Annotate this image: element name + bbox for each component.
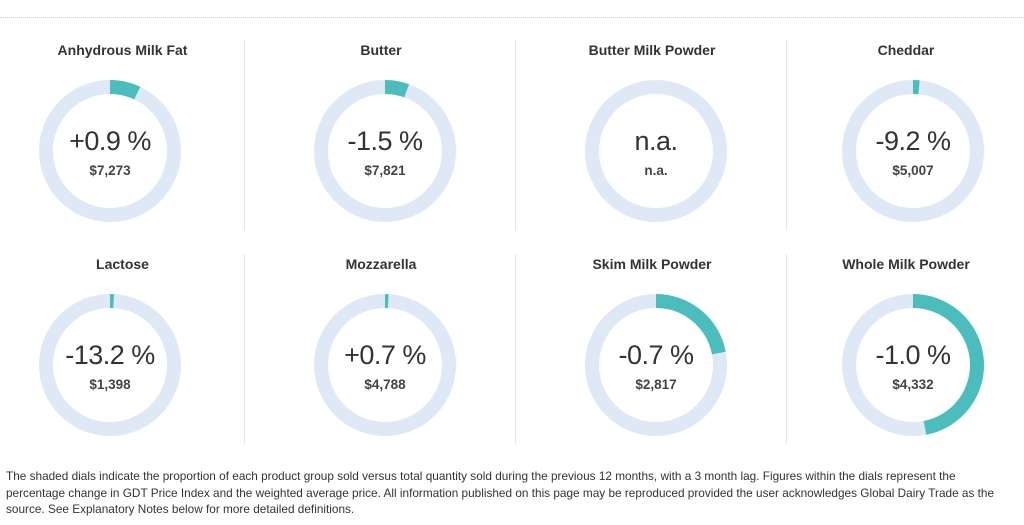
product-card[interactable]: Cheddar -9.2 % $5,007	[788, 30, 1024, 240]
average-price: $4,332	[892, 377, 934, 392]
dial-ring	[39, 293, 181, 436]
dial-share-arc	[655, 294, 726, 355]
dial-share-arc	[384, 80, 410, 98]
average-price: $5,007	[892, 163, 934, 178]
share-dial: -0.7 % $2,817	[581, 290, 731, 440]
column-divider	[244, 254, 245, 444]
share-dial: -13.2 % $1,398	[35, 290, 185, 440]
product-name: Cheddar	[877, 42, 935, 58]
dial-ring	[314, 293, 456, 436]
dials-row-1: Anhydrous Milk Fat +0.9 % $7,273 Butter …	[0, 30, 1024, 240]
product-name: Lactose	[96, 256, 149, 272]
product-name: Anhydrous Milk Fat	[57, 42, 188, 58]
average-price: n.a.	[644, 163, 668, 178]
share-dial: +0.7 % $4,788	[310, 290, 460, 440]
product-name: Butter	[360, 42, 402, 58]
product-card[interactable]: Lactose -13.2 % $1,398	[0, 244, 245, 454]
price-change: -13.2 %	[65, 340, 155, 370]
column-divider	[786, 40, 787, 230]
column-divider	[786, 254, 787, 444]
dial-ring	[585, 294, 727, 436]
average-price: $7,273	[89, 163, 131, 178]
dial-ring	[585, 80, 727, 222]
share-dial: -1.5 % $7,821	[310, 76, 460, 226]
product-card[interactable]: Anhydrous Milk Fat +0.9 % $7,273	[0, 30, 245, 240]
column-divider	[515, 254, 516, 444]
average-price: $2,817	[635, 377, 677, 392]
share-dial: -9.2 % $5,007	[838, 76, 988, 226]
average-price: $7,821	[364, 163, 406, 178]
price-change: -9.2 %	[875, 126, 951, 156]
dial-ring	[842, 294, 984, 436]
explanatory-footnote: The shaded dials indicate the proportion…	[6, 469, 995, 516]
price-change: +0.9 %	[69, 126, 151, 156]
price-change: -1.5 %	[347, 126, 423, 156]
dial-track	[585, 80, 727, 222]
price-change: -0.7 %	[618, 340, 694, 370]
product-card[interactable]: Butter Milk Powder n.a. n.a.	[517, 30, 787, 240]
product-name: Butter Milk Powder	[588, 42, 716, 58]
dial-ring	[842, 79, 984, 222]
average-price: $4,788	[364, 377, 406, 392]
product-name: Mozzarella	[345, 256, 417, 272]
price-change: n.a.	[634, 126, 678, 156]
average-price: $1,398	[89, 377, 131, 392]
column-divider	[515, 40, 516, 230]
top-divider	[0, 17, 1024, 18]
product-name: Whole Milk Powder	[842, 256, 970, 272]
share-dial: n.a. n.a.	[581, 76, 731, 226]
product-card[interactable]: Butter -1.5 % $7,821	[246, 30, 516, 240]
product-card[interactable]: Mozzarella +0.7 % $4,788	[246, 244, 516, 454]
product-card[interactable]: Whole Milk Powder -1.0 % $4,332	[788, 244, 1024, 454]
column-divider	[244, 40, 245, 230]
price-change: -1.0 %	[875, 340, 951, 370]
share-dial: +0.9 % $7,273	[35, 76, 185, 226]
price-change: +0.7 %	[344, 340, 426, 370]
dials-row-2: Lactose -13.2 % $1,398 Mozzarella +0.7 %…	[0, 244, 1024, 454]
dial-share-arc	[912, 294, 984, 435]
dial-ring	[314, 80, 456, 222]
product-card[interactable]: Skim Milk Powder -0.7 % $2,817	[517, 244, 787, 454]
share-dial: -1.0 % $4,332	[838, 290, 988, 440]
dial-share-arc	[109, 80, 141, 100]
product-name: Skim Milk Powder	[592, 256, 712, 272]
dial-ring	[39, 80, 181, 222]
